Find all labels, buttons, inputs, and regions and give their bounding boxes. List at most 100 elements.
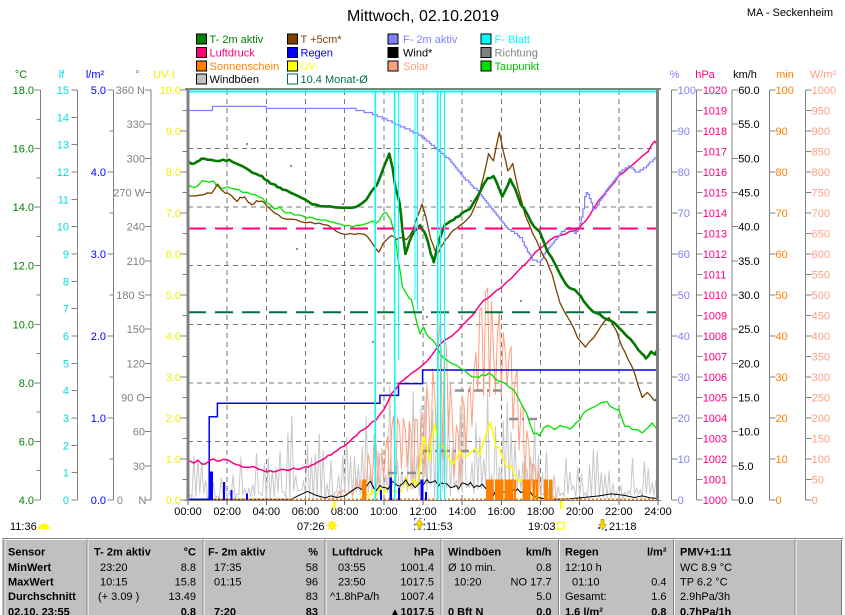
svg-text:12.0: 12.0	[13, 261, 34, 273]
svg-text:03:55: 03:55	[338, 562, 366, 574]
svg-text:1: 1	[63, 468, 69, 480]
svg-text:°C: °C	[184, 547, 196, 559]
svg-text:T- 2m aktiv: T- 2m aktiv	[210, 34, 264, 46]
svg-text:240: 240	[127, 222, 145, 234]
svg-text:22:00: 22:00	[605, 506, 633, 518]
svg-text:%: %	[308, 547, 318, 559]
svg-text:450: 450	[812, 311, 830, 323]
svg-text:650: 650	[812, 229, 830, 241]
svg-text:▲1017.5: ▲1017.5	[389, 607, 434, 615]
svg-text:l/m²: l/m²	[647, 547, 667, 559]
svg-text:1014: 1014	[703, 208, 727, 220]
svg-text:1010: 1010	[703, 290, 727, 302]
svg-text:NO 17.7: NO 17.7	[511, 577, 552, 589]
svg-text:Sensor: Sensor	[8, 547, 46, 559]
svg-text:10:00: 10:00	[370, 506, 398, 518]
svg-text:F- Blatt: F- Blatt	[495, 34, 530, 46]
svg-text:7:20: 7:20	[214, 607, 236, 615]
svg-text:5.0: 5.0	[91, 85, 106, 97]
svg-text:30: 30	[678, 372, 690, 384]
svg-text:1004: 1004	[703, 413, 727, 425]
svg-text:15: 15	[57, 85, 69, 97]
svg-text:50: 50	[776, 290, 788, 302]
svg-text:0.0: 0.0	[166, 495, 181, 507]
svg-text:0.4: 0.4	[651, 577, 666, 589]
svg-text:8.0: 8.0	[19, 378, 34, 390]
svg-text:1013: 1013	[703, 229, 727, 241]
svg-text:250: 250	[812, 393, 830, 405]
svg-text:20:00: 20:00	[566, 506, 594, 518]
svg-text:0: 0	[812, 495, 818, 507]
svg-text:PMV+1:11: PMV+1:11	[680, 547, 732, 559]
svg-text:16:00: 16:00	[488, 506, 516, 518]
svg-text:850: 850	[812, 147, 830, 159]
svg-text:9.0: 9.0	[166, 126, 181, 138]
svg-text:1.6: 1.6	[651, 591, 666, 603]
svg-text:F- 2m aktiv: F- 2m aktiv	[403, 34, 458, 46]
svg-text:1000: 1000	[812, 85, 836, 97]
svg-text:58: 58	[306, 562, 318, 574]
svg-text:900: 900	[812, 126, 830, 138]
svg-text:Mittwoch, 02.10.2019: Mittwoch, 02.10.2019	[347, 8, 499, 25]
svg-text:20.0: 20.0	[738, 358, 759, 370]
svg-text:1018: 1018	[703, 126, 727, 138]
svg-text:1005: 1005	[703, 393, 727, 405]
svg-text:1001: 1001	[703, 475, 727, 487]
svg-text:5.0: 5.0	[536, 591, 551, 603]
svg-text:1007.4: 1007.4	[400, 591, 434, 603]
svg-text:0: 0	[117, 495, 123, 507]
svg-text:80: 80	[678, 167, 690, 179]
svg-text:4: 4	[63, 386, 69, 398]
svg-text:N: N	[139, 495, 147, 507]
svg-text:19:03: 19:03	[528, 521, 556, 533]
svg-text:Luftdruck: Luftdruck	[332, 547, 384, 559]
svg-text:14.0: 14.0	[13, 202, 34, 214]
svg-text:10.0: 10.0	[738, 427, 759, 439]
svg-text:0.0: 0.0	[536, 607, 551, 615]
svg-text:10: 10	[776, 454, 788, 466]
svg-text:950: 950	[812, 106, 830, 118]
svg-text:l/m²: l/m²	[86, 69, 105, 81]
svg-text:1019: 1019	[703, 106, 727, 118]
svg-text:1002: 1002	[703, 454, 727, 466]
svg-text:600: 600	[812, 249, 830, 261]
svg-text:5.0: 5.0	[738, 461, 753, 473]
svg-text:T- 2m aktiv: T- 2m aktiv	[94, 547, 152, 559]
svg-text:UV-I: UV-I	[153, 69, 174, 81]
svg-text:10:20: 10:20	[454, 577, 482, 589]
svg-text:60: 60	[678, 249, 690, 261]
svg-text:500: 500	[812, 290, 830, 302]
svg-text:6: 6	[63, 331, 69, 343]
svg-text:35.0: 35.0	[738, 256, 759, 268]
svg-text:14:00: 14:00	[448, 506, 476, 518]
svg-text:%: %	[670, 69, 680, 81]
svg-text:2.0: 2.0	[91, 331, 106, 343]
svg-text:150: 150	[812, 434, 830, 446]
svg-text:Gesamt:: Gesamt:	[565, 591, 607, 603]
svg-text:100: 100	[678, 85, 696, 97]
svg-text:24:00: 24:00	[644, 506, 672, 518]
svg-text:°: °	[135, 69, 139, 81]
svg-text:20: 20	[678, 413, 690, 425]
svg-text:800: 800	[812, 167, 830, 179]
svg-text:16.0: 16.0	[13, 144, 34, 156]
svg-text:MA - Seckenheim: MA - Seckenheim	[747, 7, 833, 19]
svg-text:0.0: 0.0	[738, 495, 753, 507]
svg-text:7: 7	[63, 304, 69, 316]
svg-text:550: 550	[812, 270, 830, 282]
svg-text:km/h: km/h	[526, 547, 552, 559]
svg-text:0.8: 0.8	[181, 607, 196, 615]
svg-text:90: 90	[776, 126, 788, 138]
svg-text:1016: 1016	[703, 167, 727, 179]
svg-text:08:00: 08:00	[331, 506, 359, 518]
svg-text:3.0: 3.0	[91, 249, 106, 261]
svg-text:min: min	[776, 69, 794, 81]
svg-text:50: 50	[678, 290, 690, 302]
svg-text:20: 20	[776, 413, 788, 425]
svg-text:96: 96	[306, 577, 318, 589]
svg-text:30: 30	[776, 372, 788, 384]
svg-text:Windböen: Windböen	[210, 74, 260, 86]
svg-text:Regen: Regen	[565, 547, 599, 559]
svg-text:15.0: 15.0	[738, 393, 759, 405]
svg-text:km/h: km/h	[733, 69, 757, 81]
